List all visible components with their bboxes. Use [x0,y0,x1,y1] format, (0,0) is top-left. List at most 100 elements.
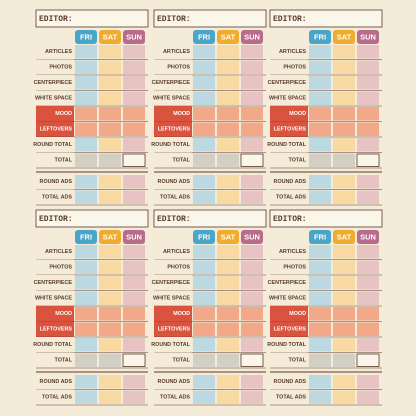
row-label-bg [154,321,192,337]
row-label: PHOTOS [167,265,190,271]
editor-box [269,9,383,28]
score-cell [333,353,355,367]
score-cell [309,322,331,336]
day-tab [123,230,145,244]
editor-label: EDITOR: [39,15,73,24]
score-cell [241,338,263,352]
score-cell [217,390,239,404]
score-cell [309,353,331,367]
score-cell [99,276,121,290]
row-label: ROUND TOTAL [267,142,306,148]
day-tab [99,230,121,244]
score-cell [241,322,263,336]
score-cell [241,76,263,90]
row-label: PHOTOS [49,65,72,71]
score-cell [193,375,215,389]
score-cell [123,76,145,90]
score-cell [309,107,331,121]
day-tab [75,230,97,244]
row-label-bg [36,44,74,60]
row-label-bg [154,75,192,91]
row-label: LEFTOVERS [158,127,191,133]
score-cell [357,45,379,59]
row-label: MOOD [289,311,306,317]
score-cell [357,138,379,152]
score-cell [75,175,97,189]
score-cell [241,60,263,74]
row-label-bg [270,59,308,75]
score-cell [193,76,215,90]
row-label-bg [36,321,74,337]
score-cell [75,245,97,259]
row-label-bg [36,106,74,122]
score-cell [241,375,263,389]
total-box [240,353,264,367]
row-label-bg [154,306,192,322]
score-cell [193,138,215,152]
row-label-bg [154,90,192,106]
row-label-bg [36,337,74,353]
row-label-bg [270,352,308,368]
score-cell [193,91,215,105]
score-cell [99,91,121,105]
score-cell [193,322,215,336]
row-label-bg [154,244,192,260]
score-cell [357,175,379,189]
row-label: MOOD [55,111,72,117]
score-cell [217,260,239,274]
row-label-bg [154,275,192,291]
score-cell [75,375,97,389]
row-label: ROUND TOTAL [151,342,190,348]
score-cell [309,60,331,74]
score-cell [123,322,145,336]
day-tab [357,230,379,244]
score-cell [333,60,355,74]
score-cell [217,276,239,290]
score-cell [123,190,145,204]
row-label: LEFTOVERS [158,327,191,333]
score-cell [193,245,215,259]
score-cell [193,338,215,352]
row-label: CENTERPIECE [268,80,307,86]
score-cell [217,91,239,105]
row-label-bg [154,174,192,190]
row-label: ARTICLES [163,49,190,55]
score-cell [123,91,145,105]
score-cell [99,107,121,121]
day-label: FRI [198,232,210,241]
score-cell [217,138,239,152]
row-label: CENTERPIECE [34,80,73,86]
score-cell [333,390,355,404]
score-cell [99,153,121,167]
day-tab [241,30,263,44]
score-cell [357,260,379,274]
score-cell [333,245,355,259]
row-label: ROUND ADS [40,379,73,385]
score-cell [75,107,97,121]
row-label-bg [154,374,192,390]
score-cell [99,375,121,389]
score-cell [333,153,355,167]
row-label: ARTICLES [279,249,306,255]
score-cell [193,390,215,404]
row-label: TOTAL [173,158,191,164]
day-tab [217,230,239,244]
row-label-bg [270,137,308,153]
day-label: FRI [80,32,92,41]
score-cell [357,307,379,321]
score-cell [241,276,263,290]
row-label-bg [36,90,74,106]
score-cell [193,260,215,274]
total-box [356,353,380,367]
score-cell [241,175,263,189]
score-cell [217,190,239,204]
score-cell [309,245,331,259]
row-label: TOTAL [55,158,73,164]
row-label-bg [36,352,74,368]
score-cell [99,76,121,90]
day-label: SAT [221,232,236,241]
row-label: TOTAL [289,358,307,364]
day-tab [75,30,97,44]
